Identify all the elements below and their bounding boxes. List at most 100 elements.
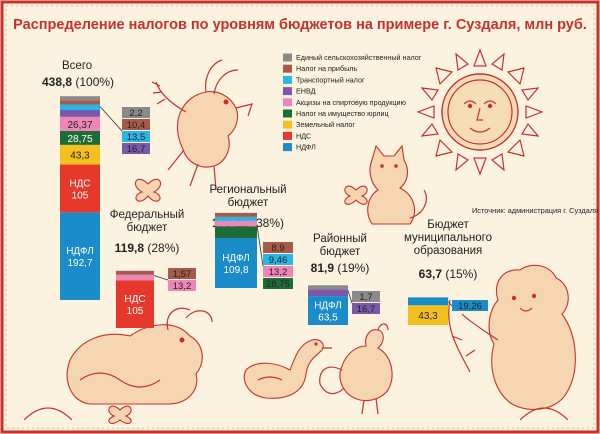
stack-total-total: 438,8 (100%): [42, 75, 114, 89]
stack-total-district: 81,9 (19%): [311, 261, 370, 275]
stack-total-municipal: 63,7 (15%): [419, 267, 478, 281]
bar-segment-federal-nds: [116, 280, 154, 328]
stack-label-municipal: образования: [414, 245, 483, 257]
stack-label-total: Всего: [62, 60, 92, 72]
source-note: Источник: администрация г. Суздаля: [472, 206, 598, 215]
callout-label-municipal-ndfl: 19,26: [458, 301, 482, 312]
callout-label-regional-transport: 9,46: [269, 255, 288, 266]
callout-connector-municipal: [447, 301, 453, 307]
segment-label-total-excise: 26,37: [67, 120, 92, 131]
legend-swatch-land: [283, 120, 292, 129]
bar-segment-total-land: [60, 144, 100, 165]
callout-box-regional-property: [263, 278, 293, 289]
stack-label-regional: бюджет: [228, 197, 269, 209]
callout-box-municipal-ndfl: [452, 300, 488, 311]
callout-label-total-transport: 13,5: [127, 132, 146, 143]
stack-label-district: бюджет: [320, 246, 361, 258]
legend-swatch-esn: [283, 53, 292, 62]
callout-box-regional-excise: [263, 266, 293, 277]
legend-swatch-envd: [283, 87, 292, 96]
segment-label-total-nds: 105: [72, 190, 89, 201]
segment-label-district-ndfl: 63,5: [318, 313, 338, 324]
goose-illustration: [243, 339, 332, 399]
callout-box-regional-profit: [263, 242, 293, 253]
stack-label-district: Районный: [313, 233, 367, 245]
legend-label-esn: Единый сельскохозяйственный налог: [296, 53, 422, 62]
segment-label-regional-ndfl: НДФЛ: [222, 253, 250, 264]
bar-strip-total-esn: [60, 96, 100, 101]
callout-label-regional-profit: 8,9: [271, 243, 284, 254]
bar-segment-total-ndfl: [60, 212, 100, 300]
segment-label-federal-nds: НДС: [124, 294, 145, 305]
callout-label-regional-property: 28,75: [266, 279, 290, 290]
segment-label-total-nds: НДС: [69, 178, 90, 189]
legend-swatch-transport: [283, 75, 292, 84]
bar-strip-total-envd: [60, 110, 100, 117]
segment-label-district-ndfl: НДФЛ: [314, 301, 342, 312]
callout-connector-federal: [153, 275, 169, 281]
callout-label-regional-excise: 13,2: [269, 267, 288, 278]
callout-box-federal-excise: [168, 280, 196, 291]
bar-segment-regional-ndfl: [215, 238, 257, 288]
callout-box-district-esn: [352, 291, 380, 302]
bar-strip-district-envd: [308, 289, 348, 297]
callout-box-federal-profit: [168, 268, 196, 279]
butterfly-illustration: [134, 178, 162, 202]
bar-strip-regional-property: [215, 226, 257, 239]
legend-swatch-excise: [283, 98, 292, 107]
callout-label-federal-excise: 13,2: [173, 281, 192, 292]
bar-segment-total-excise: [60, 116, 100, 131]
bar-strip-municipal-ndfl: [408, 297, 448, 306]
chart-title: Распределение налогов по уровням бюджето…: [13, 17, 587, 33]
bar-strip-total-profit: [60, 100, 100, 105]
goat-illustration: [151, 59, 253, 191]
stack-label-municipal: Бюджет: [427, 219, 469, 231]
bar-strip-regional-transport: [215, 216, 257, 221]
legend-swatch-ndfl: [283, 143, 292, 152]
legend-label-property: Налог на имущество юрлиц: [296, 109, 389, 118]
floral-ornament: [23, 299, 569, 421]
callout-box-regional-transport: [263, 254, 293, 265]
bear-illustration: [461, 264, 576, 410]
callout-box-total-profit: [122, 119, 150, 130]
callout-box-total-esn: [122, 107, 150, 118]
segment-label-total-ndfl: НДФЛ: [66, 246, 94, 257]
segment-label-municipal-land: 43,3: [418, 311, 438, 322]
legend-label-ndfl: НДФЛ: [296, 143, 316, 152]
bar-segment-total-nds: [60, 164, 100, 213]
bar-strip-federal-profit: [116, 270, 154, 275]
stack-label-municipal: муниципального: [404, 232, 492, 244]
stack-label-federal: бюджет: [127, 222, 168, 234]
segment-label-total-ndfl: 192,7: [67, 258, 92, 269]
legend: Единый сельскохозяйственный налог Налог н…: [283, 53, 422, 152]
bar-segment-municipal-land: [408, 305, 448, 325]
segment-label-federal-nds: 105: [127, 306, 144, 317]
stack-total-federal: 119,8 (28%): [115, 241, 180, 255]
legend-label-excise: Акцизы на спиртовую продукцию: [296, 98, 406, 107]
sun-rays: [416, 48, 544, 176]
rooster-illustration: [319, 323, 393, 415]
stack-regional: Региональныйбюджет170,12 (38%)НДФЛ109,82…: [209, 184, 293, 290]
callout-connector-district: [347, 290, 353, 304]
legend-label-profit: Налог на прибыль: [296, 64, 357, 73]
butterfly-illustration: [108, 405, 132, 424]
callout-label-total-esn: 2,2: [129, 108, 142, 119]
legend-label-transport: Транспортный налог: [296, 75, 365, 84]
butterfly-illustration: [344, 185, 368, 205]
bar-segment-total-property: [60, 130, 100, 145]
bar-segment-district-ndfl: [308, 296, 348, 325]
callout-box-total-transport: [122, 131, 150, 142]
ox-illustration: [66, 307, 213, 405]
callout-label-total-profit: 10,4: [127, 120, 146, 131]
callout-label-district-esn: 1,7: [359, 292, 372, 303]
bar-strip-total-transport: [60, 104, 100, 111]
legend-swatch-property: [283, 109, 292, 118]
stack-label-federal: Федеральный: [110, 209, 185, 221]
callout-label-district-envd: 16,7: [357, 304, 376, 315]
callout-box-district-envd: [352, 303, 380, 314]
legend-label-nds: НДС: [296, 131, 311, 140]
